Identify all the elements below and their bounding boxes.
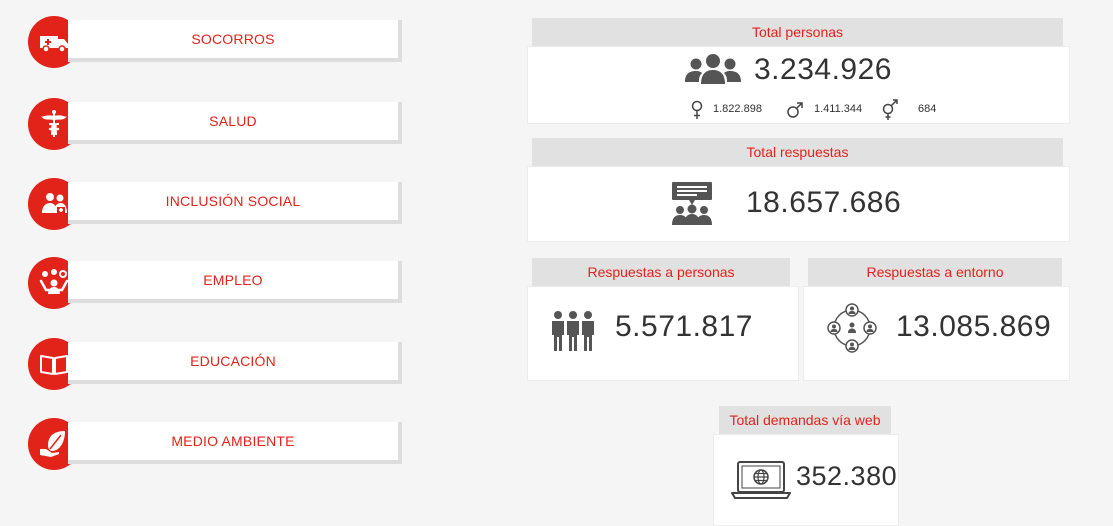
menu-item-medio-ambiente[interactable]: MEDIO AMBIENTE bbox=[28, 418, 414, 470]
three-people-icon bbox=[548, 310, 598, 357]
menu-item-inclusion-social[interactable]: INCLUSIÓN SOCIAL bbox=[28, 178, 414, 230]
transgender-icon bbox=[879, 99, 901, 126]
menu-item-educacion[interactable]: EDUCACIÓN bbox=[28, 338, 414, 390]
stat-card bbox=[713, 434, 899, 526]
stat-title: Respuestas a entorno bbox=[808, 258, 1062, 286]
chat-group-icon bbox=[669, 180, 715, 233]
menu-label: SALUD bbox=[209, 113, 257, 129]
menu-label: INCLUSIÓN SOCIAL bbox=[165, 193, 301, 209]
menu-card-empleo[interactable]: EMPLEO bbox=[68, 261, 402, 303]
stat-card bbox=[527, 166, 1070, 242]
menu-card-medio-ambiente[interactable]: MEDIO AMBIENTE bbox=[68, 422, 402, 464]
female-icon bbox=[690, 100, 704, 125]
demandas-web-value: 352.380 bbox=[796, 461, 898, 491]
total-respuestas-value: 18.657.686 bbox=[746, 186, 902, 219]
stat-card bbox=[803, 286, 1070, 381]
stat-title: Total personas bbox=[532, 18, 1063, 46]
network-people-icon bbox=[826, 302, 878, 359]
respuestas-entorno-value: 13.085.869 bbox=[896, 310, 1052, 343]
menu-label: EDUCACIÓN bbox=[190, 353, 276, 369]
menu-label: EMPLEO bbox=[203, 272, 263, 288]
menu-item-socorros[interactable]: SOCORROS bbox=[28, 16, 414, 68]
total-personas-value: 3.234.926 bbox=[754, 53, 892, 86]
menu-card-inclusion-social[interactable]: INCLUSIÓN SOCIAL bbox=[68, 182, 402, 224]
menu-label: MEDIO AMBIENTE bbox=[171, 433, 295, 449]
respuestas-personas-value: 5.571.817 bbox=[615, 310, 753, 343]
menu-item-empleo[interactable]: EMPLEO bbox=[28, 257, 414, 309]
menu-card-socorros[interactable]: SOCORROS bbox=[68, 20, 402, 62]
other-count: 684 bbox=[918, 103, 937, 115]
laptop-web-icon bbox=[730, 460, 792, 505]
male-icon bbox=[786, 101, 804, 124]
stat-title: Total respuestas bbox=[532, 138, 1063, 166]
stat-title: Respuestas a personas bbox=[532, 258, 790, 286]
menu-card-salud[interactable]: SALUD bbox=[68, 102, 402, 144]
female-count: 1.822.898 bbox=[713, 103, 762, 115]
menu-label: SOCORROS bbox=[191, 31, 275, 47]
stat-title: Total demandas vía web bbox=[719, 406, 891, 434]
menu-item-salud[interactable]: SALUD bbox=[28, 98, 414, 150]
people-group-icon bbox=[684, 52, 742, 93]
male-count: 1.411.344 bbox=[814, 103, 863, 115]
menu-card-educacion[interactable]: EDUCACIÓN bbox=[68, 342, 402, 384]
